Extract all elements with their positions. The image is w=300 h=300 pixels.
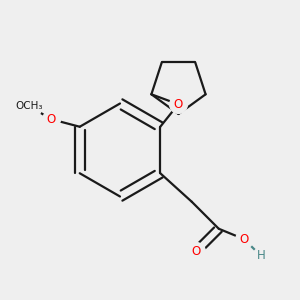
Text: O: O [192, 245, 201, 258]
Text: O: O [174, 98, 183, 111]
Text: O: O [240, 233, 249, 246]
Text: O: O [46, 113, 56, 126]
Text: H: H [256, 249, 265, 262]
Text: OCH₃: OCH₃ [15, 101, 43, 111]
